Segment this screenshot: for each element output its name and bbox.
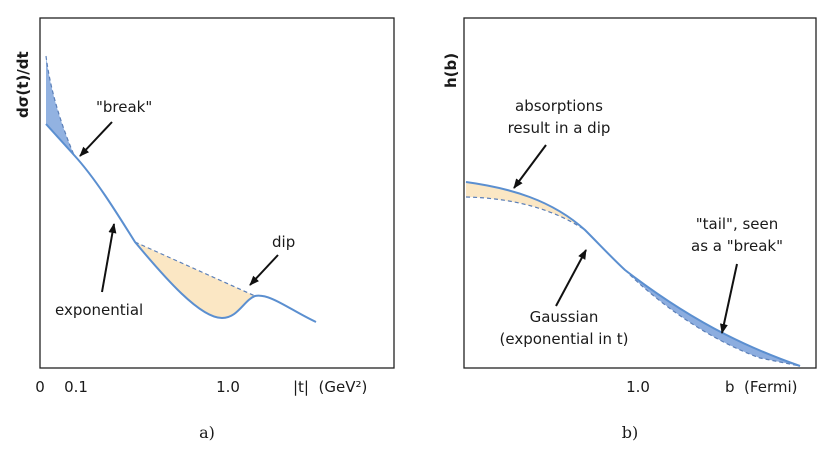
absorption-fill-region [466,182,585,230]
dip-label: dip [272,233,295,251]
dip-arrow [249,254,279,286]
panel-a-tick-1-0: 1.0 [216,378,240,396]
panel-b-y-label: h(b) [442,53,460,88]
absorptions-label-line1: absorptions [515,97,603,115]
panel-b-tick-1-0: 1.0 [626,378,650,396]
panel-a-tick-0-1: 0.1 [64,378,88,396]
tail-dashed-line [624,269,801,367]
panel-a-tick-0: 0 [35,378,45,396]
panel-b: h(b) 1.0 b (Fermi) absorptions result in… [442,17,817,442]
break-dashed-line [45,55,75,156]
tail-fill-region [625,270,800,366]
gaussian-label-line2: (exponential in t) [500,330,629,348]
absorption-dashed-line [465,196,586,231]
break-arrow [79,121,113,157]
dip-fill-region [135,242,255,318]
tail-label-line2: as a "break" [691,237,783,255]
panel-a-caption: a) [199,423,215,442]
exponential-arrow [101,223,117,293]
break-fill-region [46,56,74,155]
panel-b-caption: b) [622,423,638,442]
panel-b-frame [463,17,817,369]
panel-a-frame [39,17,395,369]
panel-a-x-label: |t| (GeV²) [293,378,367,396]
dip-dashed-line [134,241,256,297]
gaussian-arrow [555,249,587,307]
exponential-label: exponential [55,301,143,319]
gaussian-label-line1: Gaussian [530,308,599,326]
panel-a-y-label: dσ(t)/dt [14,51,32,118]
tail-arrow [720,263,738,334]
cross-section-curve [45,123,317,323]
absorptions-arrow [513,144,547,189]
tail-label-line1: "tail", seen [696,215,779,233]
break-label: "break" [96,98,152,116]
profile-curve [465,181,801,367]
absorptions-label-line2: result in a dip [508,119,611,137]
panel-a: dσ(t)/dt 0 0.1 1.0 |t| (GeV²) "break" di… [14,17,395,442]
panel-b-x-label: b (Fermi) [725,378,797,396]
